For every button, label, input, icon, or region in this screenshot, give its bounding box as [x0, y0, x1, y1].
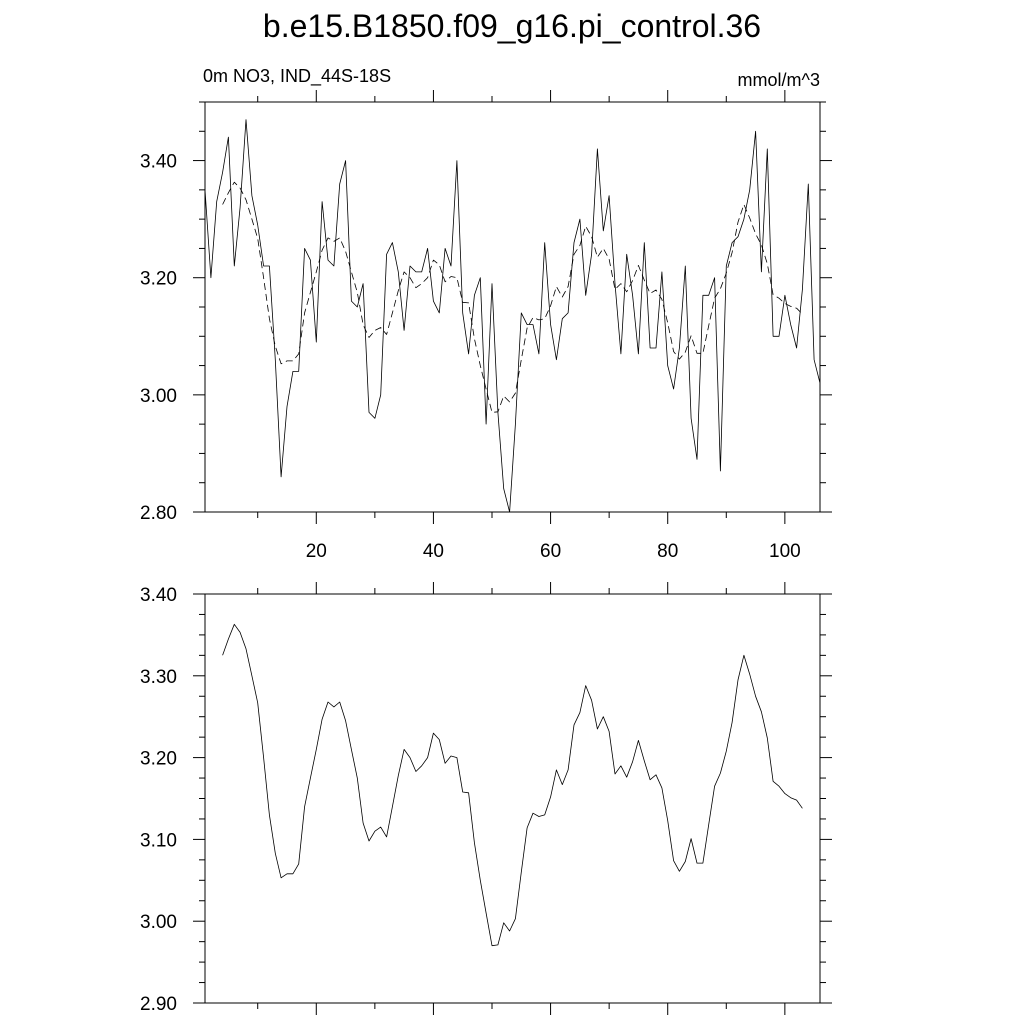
panel1-y-tick-label: 2.80 [140, 503, 177, 524]
chart-title: b.e15.B1850.f09_g16.pi_control.36 [262, 8, 762, 44]
panel2-y-tick-label: 3.30 [140, 667, 177, 688]
chart-subtitle-left: 0m NO3, IND_44S-18S [203, 66, 392, 86]
panel1-x-tick-label: 20 [306, 541, 327, 562]
panel1-x-tick-label: 100 [769, 541, 801, 562]
panel2-y-tick-label: 3.40 [140, 585, 177, 606]
panel1-frame [204, 101, 821, 513]
panel1-series-solid-line [204, 119, 821, 513]
chart-units: mmol/m^3 [737, 70, 820, 90]
panel1-x-tick-label: 60 [540, 541, 561, 562]
panel2-frame [204, 593, 821, 1004]
panel1-y-tick-label: 3.00 [140, 386, 177, 407]
panel1-x-tick-label: 40 [423, 541, 444, 562]
panel1-series-dashed-line [222, 181, 803, 413]
panel1-y-tick-label: 3.20 [140, 269, 177, 290]
panel2-y-tick-label: 3.10 [140, 830, 177, 851]
panel1-x-tick-label: 80 [657, 541, 678, 562]
panel2-y-tick-label: 3.20 [140, 749, 177, 770]
panel1-y-tick-label: 3.40 [140, 152, 177, 173]
panel2-series-solid-line [222, 623, 803, 947]
panel2-y-tick-label: 2.90 [140, 994, 177, 1015]
panel2-y-tick-label: 3.00 [140, 912, 177, 933]
